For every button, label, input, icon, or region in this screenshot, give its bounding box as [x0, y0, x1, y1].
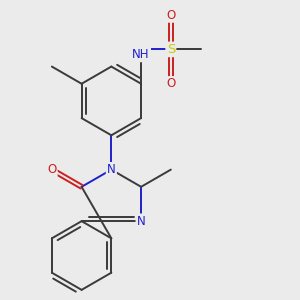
- Text: O: O: [166, 8, 176, 22]
- Text: NH: NH: [132, 48, 150, 61]
- Text: S: S: [167, 43, 175, 56]
- Text: O: O: [47, 163, 56, 176]
- Text: O: O: [166, 77, 176, 90]
- Text: N: N: [137, 215, 146, 228]
- Text: N: N: [107, 163, 116, 176]
